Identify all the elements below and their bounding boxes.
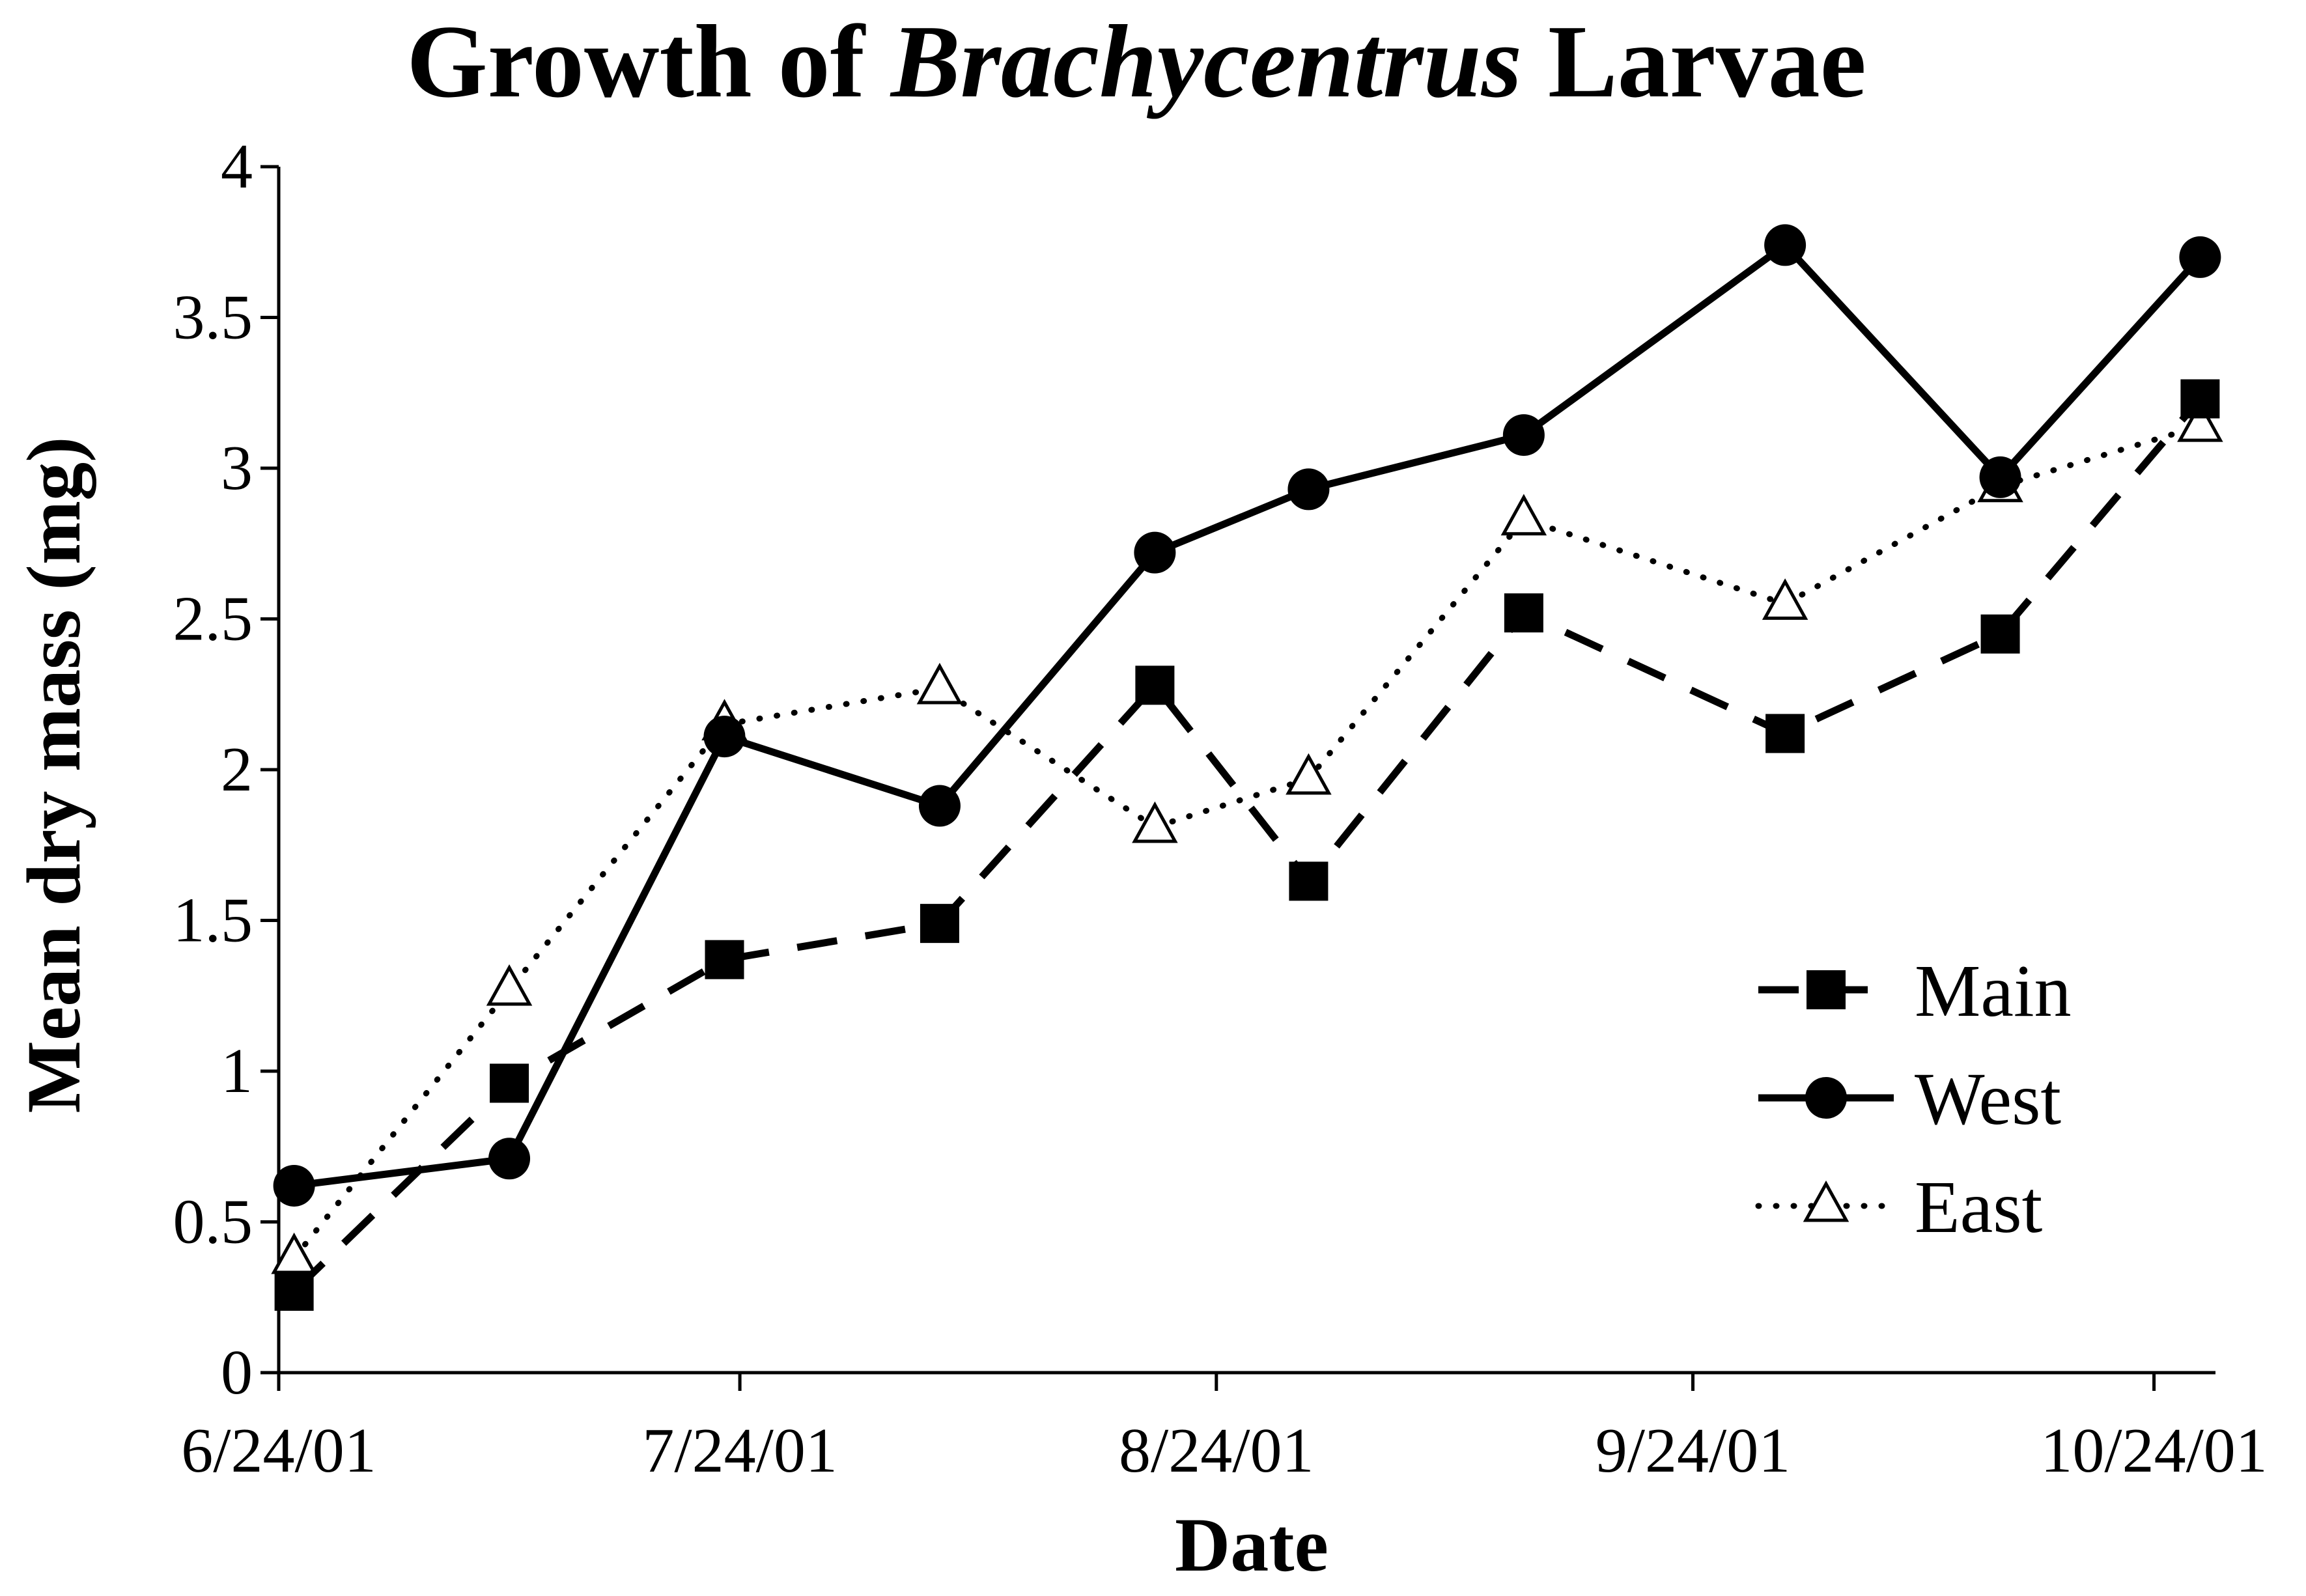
y-tick-label: 2.5 bbox=[173, 584, 253, 654]
series-west-point bbox=[1764, 224, 1807, 266]
series-main-point bbox=[2180, 379, 2220, 419]
y-tick-label: 1 bbox=[221, 1036, 253, 1106]
y-tick-label: 2 bbox=[221, 735, 253, 805]
legend-item-main: Main bbox=[1758, 949, 2072, 1032]
series-main-point bbox=[1135, 665, 1175, 705]
series-east-point bbox=[486, 964, 533, 1006]
series-west-point bbox=[918, 785, 961, 827]
y-axis: 0 0.5 1 1.5 2 2.5 3 3.5 4 bbox=[173, 132, 281, 1408]
x-tick-label: 7/24/01 bbox=[642, 1416, 837, 1486]
legend-label-west: West bbox=[1915, 1057, 2061, 1140]
series-main-point bbox=[1980, 614, 2020, 654]
x-axis-title: Date bbox=[1175, 1502, 1329, 1588]
series-east-point bbox=[916, 662, 963, 705]
series-main-point bbox=[1289, 861, 1329, 901]
chart-title-part-2: Larvae bbox=[1522, 3, 1866, 119]
legend: Main West East bbox=[1755, 949, 2072, 1248]
series-west-point bbox=[703, 716, 746, 758]
series-layer bbox=[271, 224, 2223, 1311]
series-east bbox=[271, 400, 2223, 1274]
x-tick-label: 10/24/01 bbox=[2040, 1416, 2267, 1486]
x-axis: 6/24/01 7/24/01 8/24/01 9/24/01 10/24/01 bbox=[181, 1371, 2268, 1486]
series-east-line bbox=[291, 423, 2203, 1261]
y-tick-label: 3.5 bbox=[173, 283, 253, 353]
legend-swatch-marker-east bbox=[1803, 1180, 1849, 1222]
series-east-point bbox=[1286, 753, 1332, 795]
x-tick-label: 9/24/01 bbox=[1596, 1416, 1790, 1486]
series-west-point bbox=[2179, 236, 2221, 278]
y-tick-label: 3 bbox=[221, 433, 253, 503]
legend-swatch-marker-west bbox=[1805, 1077, 1847, 1119]
series-east-point bbox=[1762, 578, 1808, 620]
legend-label-east: East bbox=[1915, 1166, 2042, 1248]
series-west-point bbox=[488, 1138, 531, 1180]
chart-title-part-1: Growth of bbox=[406, 3, 891, 119]
y-tick-label: 0 bbox=[221, 1337, 253, 1408]
series-main-point bbox=[490, 1063, 529, 1103]
series-main-point bbox=[274, 1271, 314, 1311]
series-west-point bbox=[1134, 531, 1176, 574]
y-tick-label: 4 bbox=[221, 132, 253, 202]
series-west-point bbox=[1979, 456, 2021, 498]
y-tick-label: 1.5 bbox=[173, 886, 253, 956]
y-axis-title: Mean dry mass (mg) bbox=[11, 437, 96, 1113]
legend-swatch-marker-main bbox=[1807, 970, 1846, 1009]
legend-item-west: West bbox=[1758, 1057, 2061, 1140]
chart-title-species: Brachycentrus bbox=[890, 3, 1522, 119]
series-west-point bbox=[1502, 414, 1545, 456]
x-tick-label: 6/24/01 bbox=[181, 1416, 376, 1486]
series-west-point bbox=[1287, 468, 1330, 511]
chart-title: Growth of Brachycentrus Larvae bbox=[406, 3, 1866, 119]
series-west-line bbox=[293, 240, 2203, 1190]
x-tick-label: 8/24/01 bbox=[1119, 1416, 1314, 1486]
series-main-line bbox=[291, 396, 2203, 1294]
series-west-point bbox=[273, 1164, 315, 1207]
series-main bbox=[274, 379, 2220, 1311]
legend-item-east: East bbox=[1755, 1166, 2042, 1248]
y-tick-label: 0.5 bbox=[173, 1187, 253, 1257]
series-east-point bbox=[1500, 494, 1547, 536]
series-main-point bbox=[920, 904, 959, 944]
series-east-point bbox=[1132, 801, 1178, 843]
series-west bbox=[273, 224, 2221, 1207]
series-main-point bbox=[705, 940, 744, 979]
series-main-point bbox=[1765, 714, 1805, 753]
series-main-point bbox=[1504, 593, 1543, 633]
series-east-point bbox=[2177, 400, 2223, 442]
legend-label-main: Main bbox=[1915, 949, 2072, 1032]
